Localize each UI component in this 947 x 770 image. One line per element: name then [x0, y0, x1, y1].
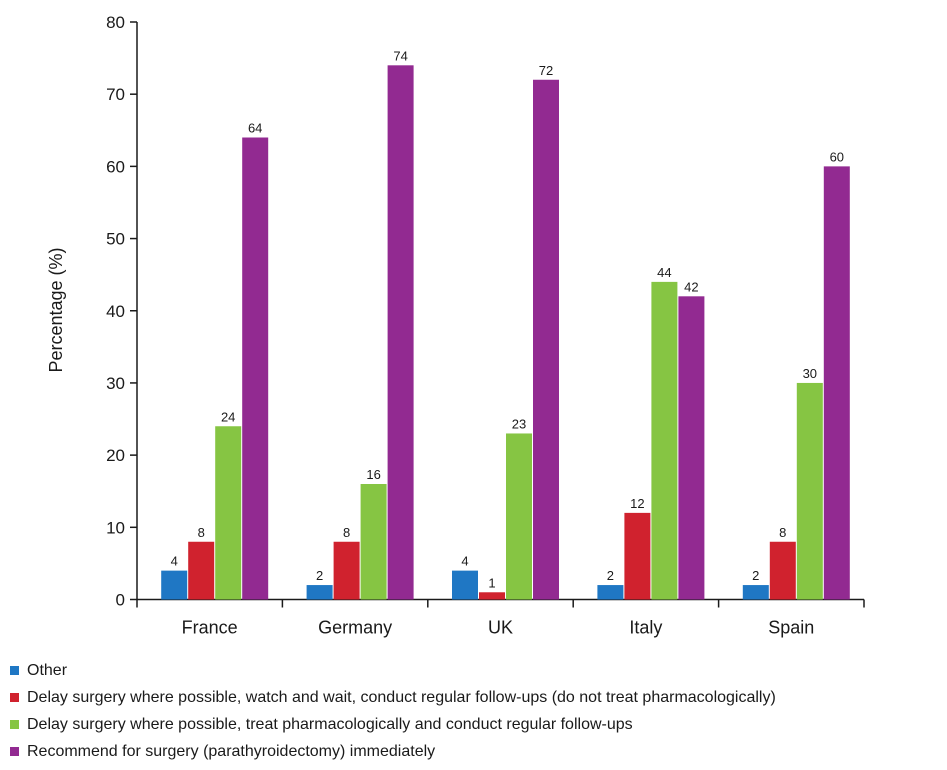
bar [678, 296, 705, 600]
legend-item-surgery-immediately: Recommend for surgery (parathyroidectomy… [10, 738, 776, 765]
legend-label: Recommend for surgery (parathyroidectomy… [27, 742, 436, 760]
data-label: 60 [830, 149, 844, 164]
bar [161, 570, 188, 600]
y-tick-label: 50 [106, 230, 125, 249]
data-label: 2 [316, 568, 323, 583]
x-axis-ticks: France Germany UK Italy Spain [136, 599, 865, 638]
y-axis-title: Percentage (%) [46, 247, 66, 372]
legend-label: Other [27, 661, 68, 679]
bar [597, 585, 624, 600]
data-label: 8 [198, 525, 205, 540]
category-label: Spain [768, 618, 814, 638]
bar-chart: 0 10 20 30 40 50 60 70 80 France Germany UK Italy Sp… [46, 13, 865, 638]
y-tick-label: 40 [106, 302, 125, 321]
y-tick-label: 80 [106, 13, 125, 32]
legend-swatch [10, 720, 19, 729]
data-label: 42 [684, 279, 698, 294]
data-label: 16 [366, 467, 380, 482]
data-label: 12 [630, 496, 644, 511]
y-tick-label: 0 [116, 591, 125, 610]
axes: 0 10 20 30 40 50 60 70 80 France Germany UK Italy Sp… [106, 13, 865, 638]
data-label: 1 [488, 575, 495, 590]
data-label: 2 [752, 568, 759, 583]
bar [387, 65, 414, 600]
bar [242, 137, 269, 600]
bar [651, 281, 678, 600]
data-label: 74 [393, 48, 407, 63]
bar [306, 585, 333, 600]
category-label: UK [488, 618, 513, 638]
legend-swatch [10, 747, 19, 756]
data-label: 4 [171, 554, 178, 569]
data-label: 8 [779, 525, 786, 540]
bar [823, 166, 850, 600]
legend-swatch [10, 693, 19, 702]
legend-label: Delay surgery where possible, treat phar… [27, 715, 633, 733]
legend-item-other: Other [10, 657, 776, 684]
bar [796, 382, 823, 600]
category-label: Italy [629, 618, 662, 638]
bar [479, 592, 505, 600]
bar [188, 541, 215, 600]
data-label: 24 [221, 409, 235, 424]
bar [506, 433, 532, 600]
y-tick-label: 30 [106, 374, 125, 393]
data-label: 64 [248, 121, 262, 136]
legend-item-treat-pharmacologically: Delay surgery where possible, treat phar… [10, 711, 776, 738]
legend-label: Delay surgery where possible, watch and … [27, 688, 776, 706]
data-label: 2 [607, 568, 614, 583]
y-tick-label: 10 [106, 518, 125, 537]
legend-swatch [10, 666, 19, 675]
y-tick-label: 20 [106, 446, 125, 465]
bar [360, 484, 387, 600]
category-label: France [182, 618, 238, 638]
bar [742, 585, 769, 600]
data-label: 8 [343, 525, 350, 540]
bar [769, 541, 796, 600]
bar [215, 426, 242, 600]
legend: Other Delay surgery where possible, watc… [10, 657, 776, 765]
y-tick-label: 70 [106, 85, 125, 104]
y-axis-ticks: 0 10 20 30 40 50 60 70 80 [106, 13, 137, 610]
bar [533, 79, 559, 600]
bar-groups [161, 65, 850, 600]
data-label: 23 [512, 416, 526, 431]
y-tick-label: 60 [106, 157, 125, 176]
bar [333, 541, 360, 600]
data-label: 72 [539, 63, 553, 78]
category-label: Germany [318, 618, 392, 638]
bar [624, 512, 651, 600]
data-label: 30 [803, 366, 817, 381]
data-labels: 4 8 24 64 2 8 16 74 4 1 23 72 2 12 44 42 2 8 30 60 [171, 48, 844, 590]
bar [452, 570, 478, 600]
data-label: 4 [461, 554, 468, 569]
legend-item-watch-and-wait: Delay surgery where possible, watch and … [10, 684, 776, 711]
data-label: 44 [657, 265, 671, 280]
